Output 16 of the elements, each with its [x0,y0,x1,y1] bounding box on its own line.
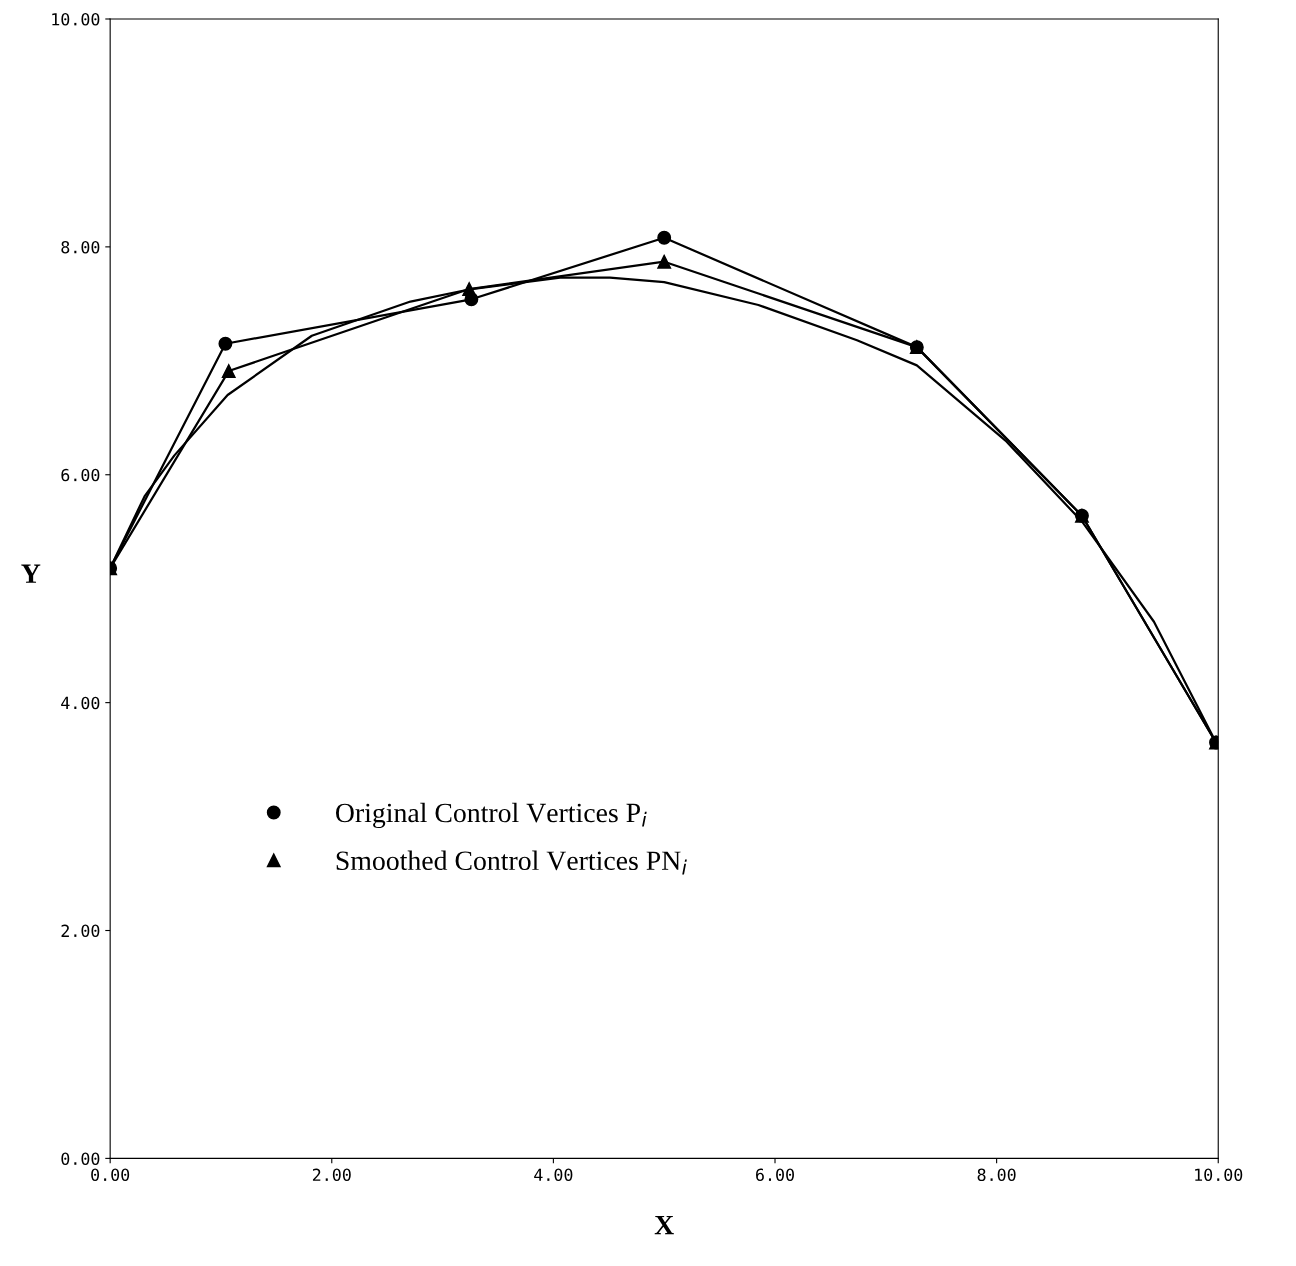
legend-label: Smoothed Control Vertices PN$_{i}$ [336,850,687,875]
y-tick-label: 8.00 [61,240,100,254]
y-tick-label: 6.00 [61,468,100,482]
x-tick-label: 4.00 [534,1168,573,1182]
x-tick-label: 6.00 [756,1168,794,1182]
y-axis-title: Y [21,564,41,583]
x-tick-label: 10.00 [1195,1168,1243,1182]
y-tick-label: 10.00 [52,13,100,26]
x-tick-label: 8.00 [977,1168,1016,1182]
y-tick-label: 4.00 [61,696,100,710]
y-tick-label: 2.00 [61,924,100,938]
y-tick-label: 0.00 [61,1152,100,1165]
legend-label: Original Control Vertices P$_{i}$ [336,802,647,829]
x-tick-label: 2.00 [312,1168,351,1182]
x-axis-title: X [654,1215,674,1235]
x-tick-label: 0.00 [91,1168,130,1182]
